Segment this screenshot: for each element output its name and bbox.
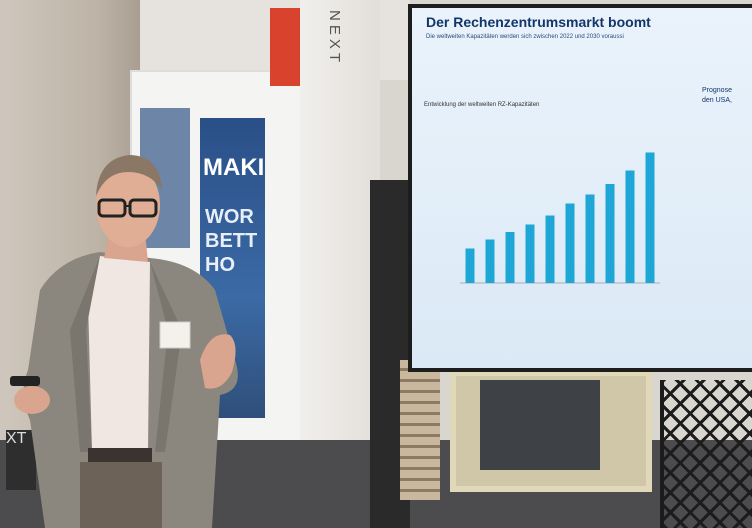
chart-bar: [625, 170, 635, 283]
name-badge: [159, 321, 191, 349]
door-sign-makes: MAKI: [203, 154, 265, 181]
door-sign-work: WOR BETT HO: [205, 206, 258, 276]
screen-truss: [660, 380, 752, 528]
presenter-glasses-right: [128, 198, 158, 218]
chart-bar: [585, 194, 595, 283]
presenter-shirt: [88, 256, 150, 452]
presenter-left-hand: [14, 386, 50, 414]
chart-bar: [605, 184, 615, 283]
slide-title: Der Rechenzentrumsmarkt boomt: [426, 14, 651, 30]
presenter-trousers: [80, 462, 162, 528]
presenter: [10, 155, 238, 528]
presentation-screen: Der Rechenzentrumsmarkt boomt Die weltwe…: [408, 4, 752, 372]
background-panel-inner: [480, 380, 600, 470]
chart-bar: [545, 215, 555, 283]
presenter-hair: [96, 155, 162, 196]
pillar-logo: NEXT: [326, 10, 343, 67]
presentation-clicker: [10, 376, 40, 386]
chart-bar: [485, 239, 495, 283]
presenter-belt: [88, 448, 152, 462]
chart-title: Entwicklung der weltweiten RZ-Kapazitäte…: [424, 102, 540, 108]
bar-chart: [460, 152, 660, 284]
presenter-lapel-left: [70, 256, 100, 452]
red-accent-stripe: [270, 8, 304, 86]
chart-bar: [465, 248, 475, 283]
chart-bar: [645, 152, 655, 283]
right-panel-title: Prognose den USA,: [702, 87, 732, 104]
chart-bar: [525, 224, 535, 283]
slide-subtitle: Die weltweiten Kapazitäten werden sich z…: [426, 34, 624, 40]
presenter-glasses-left: [97, 198, 127, 218]
presenter-right-hand: [200, 334, 236, 389]
presenter-lapel-right: [150, 262, 182, 452]
left-sign: XT: [6, 430, 36, 490]
chart-bar: [505, 232, 515, 283]
chart-bar: [565, 203, 575, 283]
sample-rack: [400, 360, 440, 500]
